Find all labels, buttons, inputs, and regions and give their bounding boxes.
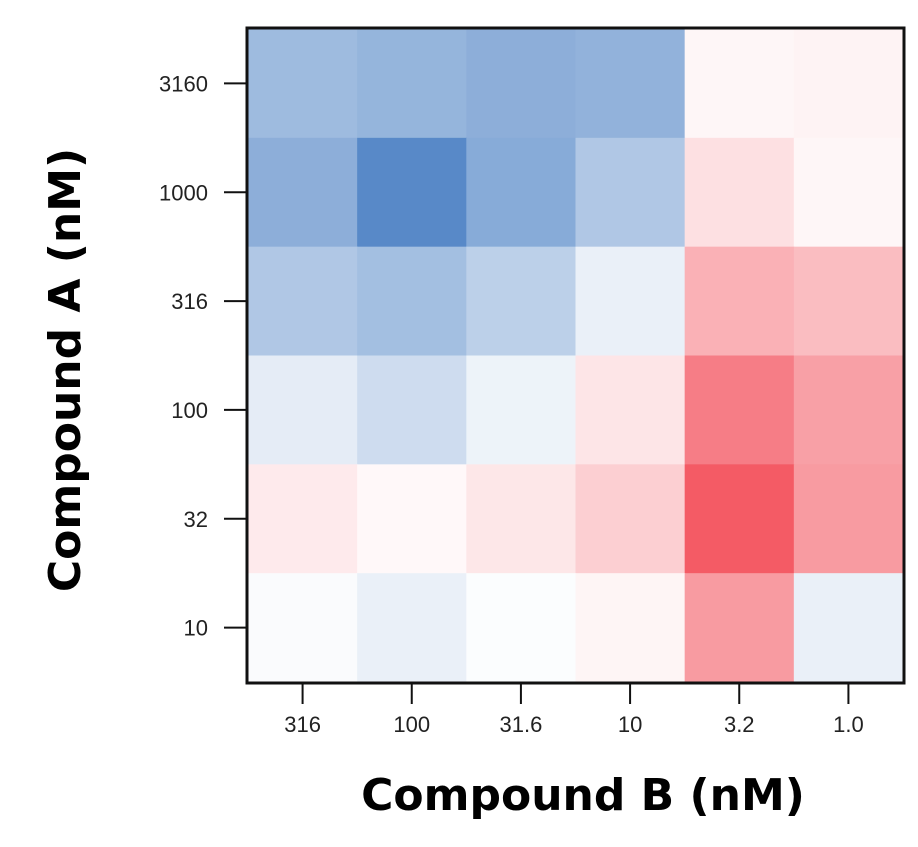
x-tick-label: 316 — [284, 712, 321, 737]
heatmap-cell — [357, 573, 467, 683]
y-axis-ticks: 3160 1000 316 100 32 10 — [159, 71, 247, 641]
heatmap-cell — [466, 573, 577, 683]
heatmap-cell — [684, 464, 795, 574]
heatmap-cell — [248, 355, 358, 465]
heatmap-cell — [575, 246, 686, 357]
heatmap-cell — [793, 246, 904, 357]
y-tick-label: 100 — [171, 398, 208, 423]
heatmap-cell — [357, 246, 467, 357]
x-tick-label: 1.0 — [833, 712, 864, 737]
heatmap-cell — [793, 464, 904, 574]
plot-frame — [245, 26, 906, 685]
heatmap-cells — [248, 29, 904, 683]
heatmap-cell — [357, 355, 467, 465]
heatmap-cell — [466, 29, 577, 139]
heatmap-cell — [357, 137, 467, 248]
heatmap-cell — [684, 246, 795, 357]
heatmap-cell — [248, 246, 358, 357]
heatmap-cell — [575, 464, 686, 574]
heatmap-cell — [575, 137, 686, 248]
heatmap-cell — [684, 137, 795, 248]
heatmap-cell — [684, 355, 795, 465]
heatmap-cell — [466, 137, 577, 248]
x-tick-label: 100 — [393, 712, 430, 737]
y-tick-label: 3160 — [159, 71, 208, 96]
heatmap-cell — [357, 29, 467, 139]
heatmap-cell — [793, 137, 904, 248]
y-tick-label: 10 — [184, 616, 208, 641]
y-axis-title: Compound A (nM) — [40, 148, 91, 592]
heatmap-cell — [793, 573, 904, 683]
heatmap-cell — [466, 464, 577, 574]
heatmap-cell — [248, 573, 358, 683]
y-tick-label: 1000 — [159, 180, 208, 205]
heatmap-cell — [684, 29, 795, 139]
heatmap-cell — [357, 464, 467, 574]
heatmap-cell — [575, 573, 686, 683]
heatmap-cell — [575, 355, 686, 465]
x-tick-label: 31.6 — [500, 712, 543, 737]
y-tick-label: 32 — [184, 507, 208, 532]
x-tick-label: 10 — [618, 712, 642, 737]
heatmap-cell — [793, 29, 904, 139]
heatmap-cell — [575, 29, 686, 139]
heatmap-cell — [248, 137, 358, 248]
x-axis-ticks: 316 100 31.6 10 3.2 1.0 — [284, 683, 864, 737]
x-tick-label: 3.2 — [724, 712, 755, 737]
x-axis-title: Compound B (nM) — [361, 770, 805, 821]
y-tick-label: 316 — [171, 289, 208, 314]
heatmap-cell — [248, 464, 358, 574]
heatmap-cell — [466, 246, 577, 357]
heatmap-cell — [684, 573, 795, 683]
heatmap-cell — [248, 29, 358, 139]
heatmap-cell — [466, 355, 577, 465]
heatmap-cell — [793, 355, 904, 465]
